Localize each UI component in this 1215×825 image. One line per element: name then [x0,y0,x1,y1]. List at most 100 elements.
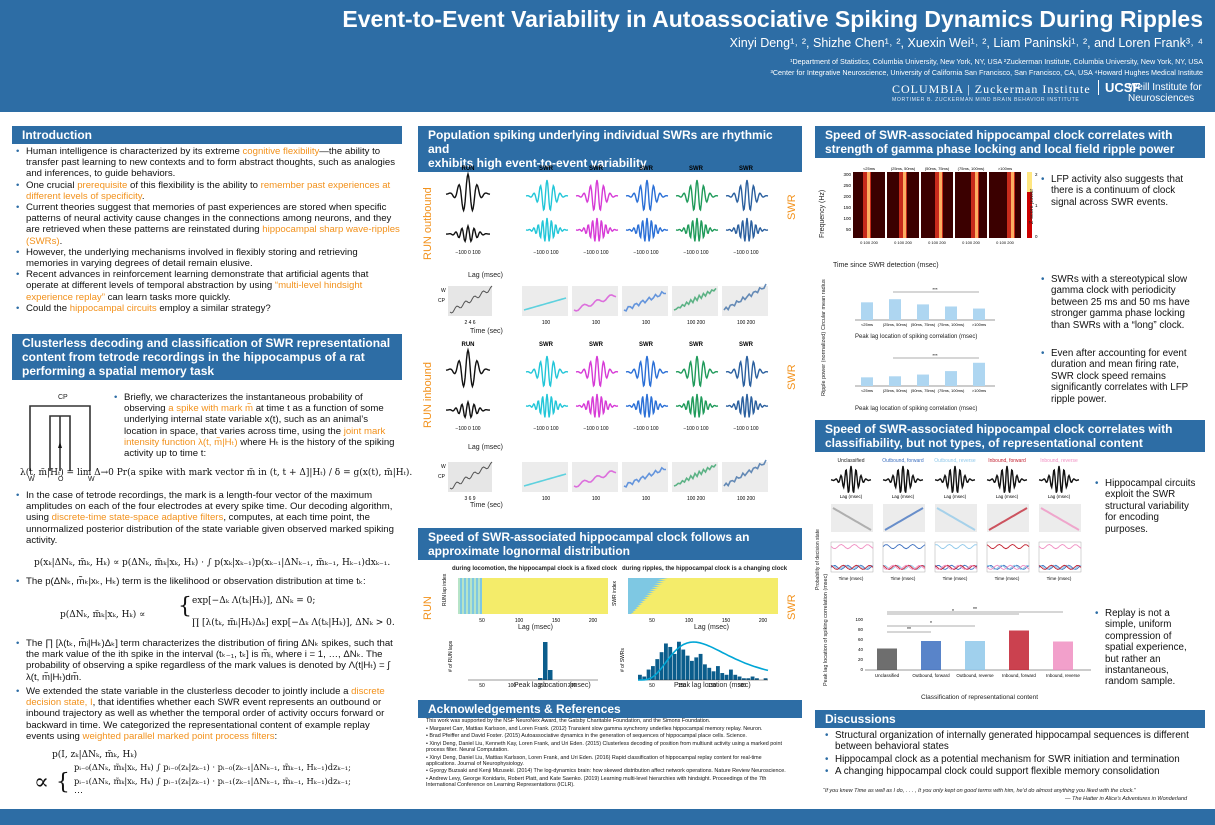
peak-lag-label: Peak lag location (msec) [674,682,751,689]
swr-hist-bar [750,676,755,680]
equation-joint-lhs: p(I, zₖ|ΔNₖ, m̃ₖ, Hₖ) [52,750,138,760]
equation-joint-row3: ⋯ [74,788,83,798]
body-text: can learn tasks more quickly. [104,291,231,303]
reference-item: • Gyorgy Buzsaki and Kenji Mizuseki. (20… [426,768,786,775]
section-heading-introduction: Introduction [12,126,402,144]
ripple-peak [975,172,978,238]
swr-hist-bar [711,671,716,680]
swr-hist-bar [729,669,733,680]
type-label: Outbound, reverse [934,458,976,464]
swr-hist-bar [724,674,729,680]
decode-trace [1040,507,1080,531]
body-text: The p(ΔNₖ, m̃ₖ|xₖ, Hₖ) term is the likel… [26,576,366,587]
time-label: Time (msec) [943,576,968,581]
bin-label: (25ms, 50ms) [891,166,916,171]
prob-trace [1038,564,1082,570]
time-label: Time (msec) [891,576,916,581]
swr-crosscorr-trace [625,217,669,242]
columbia-logo: COLUMBIA | Zuckerman Institute [892,82,1091,96]
circular-mean-bar-chart: <25ms (25ms, 50ms) (50ms, 75ms) (75ms, 100m… [855,287,995,327]
highlighted-text: a spike with mark m̃ [168,403,254,415]
type-label: Inbound, forward [988,458,1026,464]
swr-decode-trace [723,283,767,312]
swr-hist-bar [655,659,660,680]
swr-hist-bar [755,678,759,680]
prob-trace [986,564,1030,570]
funding-text: This work was supported by the NSF Neuro… [426,718,711,724]
bin-label: (50ms, 75ms) [925,166,950,171]
swr-hist-bar [742,678,746,680]
prob-trace [986,544,1030,550]
swr-heatmap-band [628,602,644,604]
bar1-y-label: Circular mean radius [821,279,827,330]
spectrogram-figure: <25ms 0 100 200 (25ms, 50ms) 0 100 200 (50ms… [843,166,1038,245]
classif-bullet-2: Replay is not a simple, uniform compress… [1095,608,1201,688]
category-label: Outbound, forward [912,673,950,678]
weill-logo: Weill Institute for Neurosciences [1128,82,1202,104]
y-axis-label: # of SWRs [620,648,626,672]
swr-title: SWR [639,166,654,172]
run-autocorr-trace [445,171,491,213]
tick-labels: 0 100 200 [894,240,913,245]
swr-autocorr-trace [575,355,619,388]
prob-trace [934,564,978,570]
lag-label: Lag (msec) [996,494,1019,499]
run-hist-bar [538,678,543,680]
highlighted-text: cognitive flexibility [242,146,320,157]
swr-hist-bar [703,664,707,680]
tick-label: 100 [508,683,517,689]
category-label: (50ms, 75ms) [911,388,936,393]
swr-hist-bar [694,657,699,680]
discussion-bullet-1: Structural organization of internally ge… [825,730,1201,753]
z-tick: 0 [1035,234,1038,239]
sig-label: *** [932,353,938,358]
freq-tick: 50 [846,227,852,232]
swr-hist-bar [677,641,681,680]
tick-labels: 0 100 200 [860,240,879,245]
run-hist-bar [548,670,553,680]
swr-hist-bar [698,653,703,680]
swr-title: SWR [689,166,704,172]
run-decode-panel [448,462,492,492]
sig-label: * [930,621,932,627]
swr-heatmap-band [628,604,642,606]
tick-label: 200 [568,683,577,689]
lag-label: Lag (msec) [944,494,967,499]
swr-decode-panel [722,462,768,492]
peak-lag-by-class-bar-chart: 0 20 40 60 80 100 Unclassified Outbound, forwar… [855,607,1091,678]
swr-crosscorr-trace [575,217,619,242]
freq-tick: 150 [843,205,851,210]
swr-hist-bar [659,652,664,680]
quote-attribution: — The Hatter in Alice’s Adventures in Wo… [1065,796,1188,802]
run-decode-trace [449,461,493,490]
decode-panel [831,504,873,532]
tick-label: 50 [479,618,485,624]
category-label: Inbound, forward [1002,673,1036,678]
category-label: <25ms [861,322,873,327]
y-tick: 0 [860,667,863,672]
swr-decode-trace [623,466,666,488]
equation-likelihood-case2: ∏ [λ(tₖ, m̃ᵢ|Hₖ)Δₖ] exp[−Δₖ Λ(tₖ|Hₖ)], Δ… [192,618,395,628]
tick-labels: 100 [642,496,651,502]
time-axis-label: Time (sec) [470,328,503,335]
tick-labels: −100 0 100 [683,250,708,256]
circ-mean-bar [889,299,901,320]
maze-label-w: W [88,476,95,483]
lag-label: Lag (msec) [892,494,915,499]
equation-joint-row1: pᵢ₋₀(ΔNₖ, m̃ₖ|xₖ, Hₖ) ∫ pᵢ₋₀(zₖ|zₖ₋₁) · … [74,762,351,772]
body-text: of this flexibility is the ability to [127,179,261,191]
swr-decode-trace [623,290,666,312]
body-text: The ∏ [λ(tₖ, m̃ᵢ|Hₖ)Δₖ] term characteriz… [26,638,393,683]
body-text: at time t as a function of some underlyi… [124,403,384,437]
swr-heatmap-band [628,612,634,614]
swr-heatmap-band [628,598,648,600]
tick-labels: −100 0 100 [583,250,608,256]
class-bar [1053,641,1073,670]
body-text: Could the [26,302,70,314]
maze-label-cp: CP [58,394,68,401]
prob-trace [882,564,926,570]
classif-bullet-1: Hippocampal circuits exploit the SWR str… [1095,478,1201,535]
tick-labels: 0 100 200 [928,240,947,245]
decode-trace [832,507,872,531]
maze-label-w: W [28,476,35,483]
